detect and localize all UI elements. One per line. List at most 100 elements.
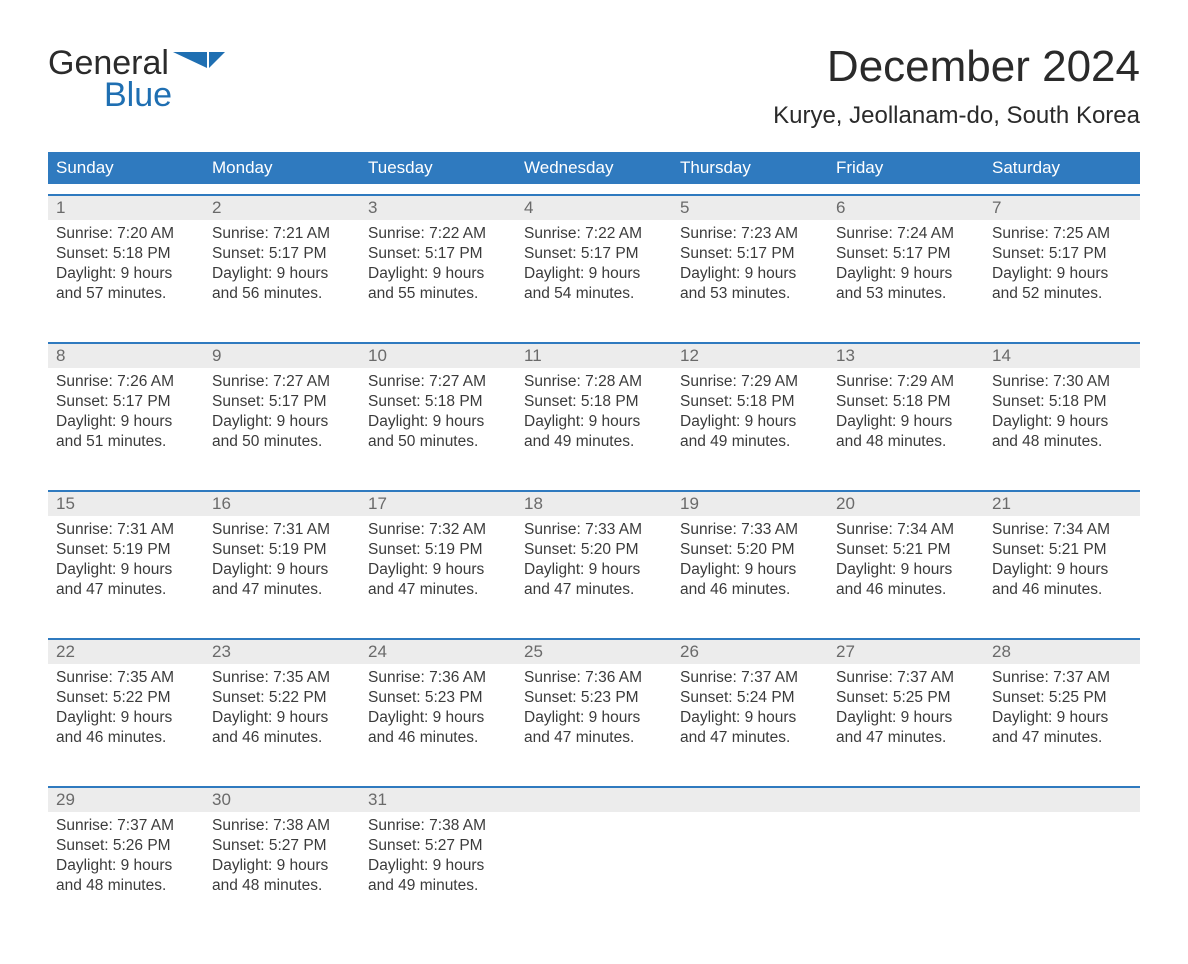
daylight-text: Daylight: 9 hours and 47 minutes.	[836, 709, 952, 746]
calendar-week: 22232425262728Sunrise: 7:35 AMSunset: 5:…	[48, 638, 1140, 776]
daylight-text: Daylight: 9 hours and 50 minutes.	[212, 413, 328, 450]
day-number: 28	[984, 640, 1140, 664]
day-number: 31	[360, 788, 516, 812]
sunrise-text: Sunrise: 7:34 AM	[992, 521, 1110, 538]
sunset-text: Sunset: 5:19 PM	[212, 541, 327, 558]
sunset-text: Sunset: 5:19 PM	[368, 541, 483, 558]
day-number: 8	[48, 344, 204, 368]
day-cell: Sunrise: 7:24 AMSunset: 5:17 PMDaylight:…	[828, 220, 984, 332]
page: General Blue December 2024 Kurye, Jeolla…	[0, 0, 1188, 964]
sunrise-text: Sunrise: 7:28 AM	[524, 373, 642, 390]
day-number: 15	[48, 492, 204, 516]
sunset-text: Sunset: 5:22 PM	[212, 689, 327, 706]
day-cell: Sunrise: 7:35 AMSunset: 5:22 PMDaylight:…	[204, 664, 360, 776]
sunrise-text: Sunrise: 7:23 AM	[680, 225, 798, 242]
sunset-text: Sunset: 5:27 PM	[368, 837, 483, 854]
day-cell: Sunrise: 7:31 AMSunset: 5:19 PMDaylight:…	[48, 516, 204, 628]
day-cell: Sunrise: 7:29 AMSunset: 5:18 PMDaylight:…	[672, 368, 828, 480]
daylight-text: Daylight: 9 hours and 57 minutes.	[56, 265, 172, 302]
sunrise-text: Sunrise: 7:27 AM	[368, 373, 486, 390]
sunset-text: Sunset: 5:23 PM	[368, 689, 483, 706]
day-number: 11	[516, 344, 672, 368]
day-number: 17	[360, 492, 516, 516]
calendar: SundayMondayTuesdayWednesdayThursdayFrid…	[48, 152, 1140, 924]
day-cell: Sunrise: 7:38 AMSunset: 5:27 PMDaylight:…	[204, 812, 360, 924]
day-number: 3	[360, 196, 516, 220]
daylight-text: Daylight: 9 hours and 51 minutes.	[56, 413, 172, 450]
day-number	[828, 788, 984, 812]
day-cell: Sunrise: 7:32 AMSunset: 5:19 PMDaylight:…	[360, 516, 516, 628]
brand-top-line: General	[48, 46, 225, 80]
daylight-text: Daylight: 9 hours and 47 minutes.	[212, 561, 328, 598]
sunrise-text: Sunrise: 7:22 AM	[524, 225, 642, 242]
day-number: 23	[204, 640, 360, 664]
sunrise-text: Sunrise: 7:31 AM	[212, 521, 330, 538]
sunset-text: Sunset: 5:27 PM	[212, 837, 327, 854]
sunset-text: Sunset: 5:18 PM	[992, 393, 1107, 410]
month-title: December 2024	[773, 42, 1140, 92]
sunrise-text: Sunrise: 7:33 AM	[680, 521, 798, 538]
sunrise-text: Sunrise: 7:26 AM	[56, 373, 174, 390]
sunrise-text: Sunrise: 7:38 AM	[368, 817, 486, 834]
day-cell: Sunrise: 7:21 AMSunset: 5:17 PMDaylight:…	[204, 220, 360, 332]
daylight-text: Daylight: 9 hours and 55 minutes.	[368, 265, 484, 302]
sunrise-text: Sunrise: 7:21 AM	[212, 225, 330, 242]
sunrise-text: Sunrise: 7:29 AM	[680, 373, 798, 390]
page-header: General Blue December 2024 Kurye, Jeolla…	[48, 46, 1140, 130]
location-subtitle: Kurye, Jeollanam-do, South Korea	[773, 102, 1140, 130]
sunset-text: Sunset: 5:20 PM	[524, 541, 639, 558]
sunset-text: Sunset: 5:17 PM	[212, 245, 327, 262]
day-number: 13	[828, 344, 984, 368]
day-number	[516, 788, 672, 812]
day-number-row: 22232425262728	[48, 640, 1140, 664]
day-cell	[672, 812, 828, 924]
brand-logo: General Blue	[48, 46, 225, 112]
sunset-text: Sunset: 5:22 PM	[56, 689, 171, 706]
sunrise-text: Sunrise: 7:34 AM	[836, 521, 954, 538]
day-number: 19	[672, 492, 828, 516]
weekday-header-cell: Saturday	[984, 152, 1140, 184]
day-cell: Sunrise: 7:38 AMSunset: 5:27 PMDaylight:…	[360, 812, 516, 924]
sunrise-text: Sunrise: 7:22 AM	[368, 225, 486, 242]
day-cell: Sunrise: 7:23 AMSunset: 5:17 PMDaylight:…	[672, 220, 828, 332]
day-number: 29	[48, 788, 204, 812]
day-cell: Sunrise: 7:25 AMSunset: 5:17 PMDaylight:…	[984, 220, 1140, 332]
daylight-text: Daylight: 9 hours and 47 minutes.	[680, 709, 796, 746]
daylight-text: Daylight: 9 hours and 47 minutes.	[56, 561, 172, 598]
day-number: 4	[516, 196, 672, 220]
calendar-week: 293031Sunrise: 7:37 AMSunset: 5:26 PMDay…	[48, 786, 1140, 924]
day-cell: Sunrise: 7:35 AMSunset: 5:22 PMDaylight:…	[48, 664, 204, 776]
sunset-text: Sunset: 5:19 PM	[56, 541, 171, 558]
day-cell: Sunrise: 7:20 AMSunset: 5:18 PMDaylight:…	[48, 220, 204, 332]
sunrise-text: Sunrise: 7:37 AM	[680, 669, 798, 686]
day-cell: Sunrise: 7:31 AM Sunset: 5:19 PM Daylight:…	[204, 516, 360, 628]
day-number	[672, 788, 828, 812]
day-cell	[516, 812, 672, 924]
brand-word-general: General	[48, 46, 169, 80]
daylight-text: Daylight: 9 hours and 49 minutes.	[524, 413, 640, 450]
sunrise-text: Sunrise: 7:25 AM	[992, 225, 1110, 242]
sunset-text: Sunset: 5:23 PM	[524, 689, 639, 706]
day-number: 16	[204, 492, 360, 516]
day-number: 12	[672, 344, 828, 368]
day-cell: Sunrise: 7:27 AMSunset: 5:18 PMDaylight:…	[360, 368, 516, 480]
day-number: 7	[984, 196, 1140, 220]
daylight-text: Daylight: 9 hours and 47 minutes.	[524, 709, 640, 746]
sunrise-text: Sunrise: 7:24 AM	[836, 225, 954, 242]
daylight-text: Daylight: 9 hours and 53 minutes.	[836, 265, 952, 302]
sunset-text: Sunset: 5:17 PM	[368, 245, 483, 262]
calendar-week: 15161718192021Sunrise: 7:31 AMSunset: 5:…	[48, 490, 1140, 628]
sunset-text: Sunset: 5:24 PM	[680, 689, 795, 706]
day-number-row: 1234567	[48, 196, 1140, 220]
day-number: 24	[360, 640, 516, 664]
sunset-text: Sunset: 5:25 PM	[992, 689, 1107, 706]
day-number: 10	[360, 344, 516, 368]
sunset-text: Sunset: 5:17 PM	[992, 245, 1107, 262]
day-cell: Sunrise: 7:29 AMSunset: 5:18 PMDaylight:…	[828, 368, 984, 480]
weekday-header-cell: Tuesday	[360, 152, 516, 184]
day-number: 14	[984, 344, 1140, 368]
sunset-text: Sunset: 5:18 PM	[56, 245, 171, 262]
sunset-text: Sunset: 5:25 PM	[836, 689, 951, 706]
day-cell	[984, 812, 1140, 924]
sunset-text: Sunset: 5:17 PM	[56, 393, 171, 410]
